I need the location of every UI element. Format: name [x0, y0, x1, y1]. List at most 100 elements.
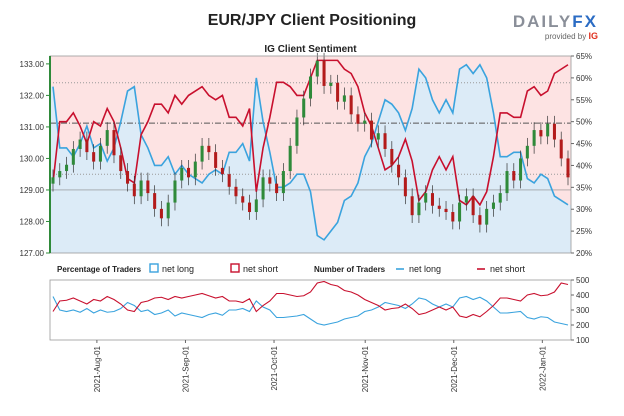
- candle-body-39: [315, 60, 319, 77]
- date-label-3: 2021-Nov-01: [361, 345, 370, 392]
- candle-body-56: [430, 193, 434, 206]
- candle-body-10: [119, 155, 123, 172]
- traders-tick-label-0: 100: [576, 336, 590, 345]
- price-tick-label-4: 131.00: [20, 123, 45, 132]
- candle-body-47: [369, 120, 374, 140]
- legend-num-short-label: net short: [490, 264, 526, 274]
- brand-logo: DAILYFX provided by IG: [513, 12, 598, 41]
- traders-long-line: [52, 295, 569, 326]
- price-tick-label-0: 127.00: [20, 249, 45, 258]
- candle-body-29: [247, 202, 252, 213]
- candle-body-9: [112, 130, 116, 156]
- brand-daily: DAILY: [512, 12, 573, 31]
- pct-tick-label-6: 50%: [576, 118, 592, 127]
- candle-body-2: [65, 164, 69, 172]
- traders-tick-label-2: 300: [576, 306, 590, 315]
- candle-body-24: [214, 152, 218, 168]
- provided-by: provided by: [544, 32, 587, 41]
- traders-short-line: [52, 280, 569, 319]
- candle-body-38: [308, 76, 313, 99]
- pct-tick-label-5: 45%: [576, 140, 592, 149]
- candle-body-51: [397, 164, 401, 178]
- candle-body-27: [234, 186, 238, 197]
- legend-pct-long-label: net long: [162, 264, 194, 274]
- legend-pct-long-swatch: [149, 263, 159, 273]
- candle-body-41: [329, 82, 333, 86]
- legend-pct-title: Percentage of Traders: [57, 265, 142, 274]
- pct-tick-label-3: 35%: [576, 183, 592, 192]
- pct-tick-label-4: 40%: [576, 161, 592, 170]
- candle-body-15: [153, 193, 157, 209]
- candle-body-16: [159, 208, 163, 219]
- candle-body-17: [166, 202, 170, 219]
- candle-body-25: [220, 167, 224, 175]
- candle-body-18: [173, 180, 177, 203]
- candle-body-44: [349, 95, 353, 115]
- pct-tick-label-2: 30%: [576, 205, 592, 214]
- candle-body-71: [532, 130, 536, 146]
- candle-body-22: [200, 145, 204, 162]
- candle-body-19: [180, 167, 184, 181]
- price-tick-label-5: 132.00: [20, 91, 45, 100]
- candle-body-32: [268, 177, 272, 184]
- candle-body-5: [85, 139, 89, 153]
- legend-num-title: Number of Traders: [314, 265, 386, 274]
- candle-body-58: [444, 208, 448, 213]
- price-tick-label-6: 133.00: [20, 60, 45, 69]
- candle-body-70: [525, 145, 529, 159]
- pct-tick-label-0: 20%: [576, 249, 592, 258]
- candle-body-67: [505, 171, 509, 194]
- candle-body-54: [417, 202, 421, 216]
- candle-body-69: [519, 158, 523, 181]
- candle-body-37: [302, 98, 306, 118]
- candle-body-76: [566, 158, 570, 178]
- legend-pct-short-label: net short: [243, 264, 279, 274]
- candle-body-21: [193, 161, 197, 178]
- legend-num-long-label: net long: [409, 264, 441, 274]
- bottom-panel-frame: [49, 279, 572, 341]
- candle-body-55: [424, 193, 428, 203]
- candle-body-13: [139, 180, 143, 197]
- candle-body-42: [336, 82, 340, 102]
- candle-body-52: [403, 177, 407, 197]
- candle-body-72: [539, 130, 543, 137]
- price-tick-label-3: 130.00: [20, 154, 45, 163]
- candle-body-36: [295, 117, 299, 146]
- candle-body-23: [207, 145, 211, 153]
- date-label-4: 2021-Dec-01: [450, 345, 459, 392]
- pct-tick-label-8: 60%: [576, 74, 592, 83]
- candle-body-50: [390, 148, 394, 165]
- candle-body-1: [58, 171, 62, 178]
- candle-body-63: [478, 215, 482, 225]
- candle-body-60: [458, 202, 462, 222]
- candle-body-48: [376, 133, 380, 140]
- candle-body-75: [559, 139, 563, 159]
- net-long-pct-line: [52, 63, 569, 241]
- candle-body-34: [281, 171, 285, 194]
- date-label-1: 2021-Sep-01: [181, 345, 190, 392]
- candle-body-12: [132, 183, 136, 197]
- candle-body-11: [126, 171, 130, 184]
- candle-body-33: [275, 183, 279, 194]
- candle-body-31: [261, 177, 265, 200]
- date-label-2: 2021-Oct-01: [270, 345, 279, 390]
- candle-body-35: [288, 145, 292, 172]
- candle-body-62: [471, 196, 475, 216]
- candle-body-53: [410, 196, 414, 216]
- legend-pct-short-swatch: [230, 263, 240, 273]
- candle-body-46: [363, 120, 367, 124]
- candle-body-57: [437, 205, 441, 209]
- pct-tick-label-1: 25%: [576, 227, 592, 236]
- candle-body-26: [227, 174, 231, 187]
- brand-fx: FX: [572, 12, 598, 31]
- candle-body-49: [383, 133, 387, 149]
- candle-body-74: [552, 123, 556, 140]
- candle-body-73: [546, 123, 550, 137]
- candle-body-20: [187, 167, 191, 178]
- chart-title: EUR/JPY Client Positioning: [207, 12, 417, 29]
- candle-body-40: [322, 60, 326, 86]
- pct-tick-label-7: 55%: [576, 96, 592, 105]
- candle-body-68: [512, 171, 516, 181]
- traders-tick-label-3: 400: [576, 291, 590, 300]
